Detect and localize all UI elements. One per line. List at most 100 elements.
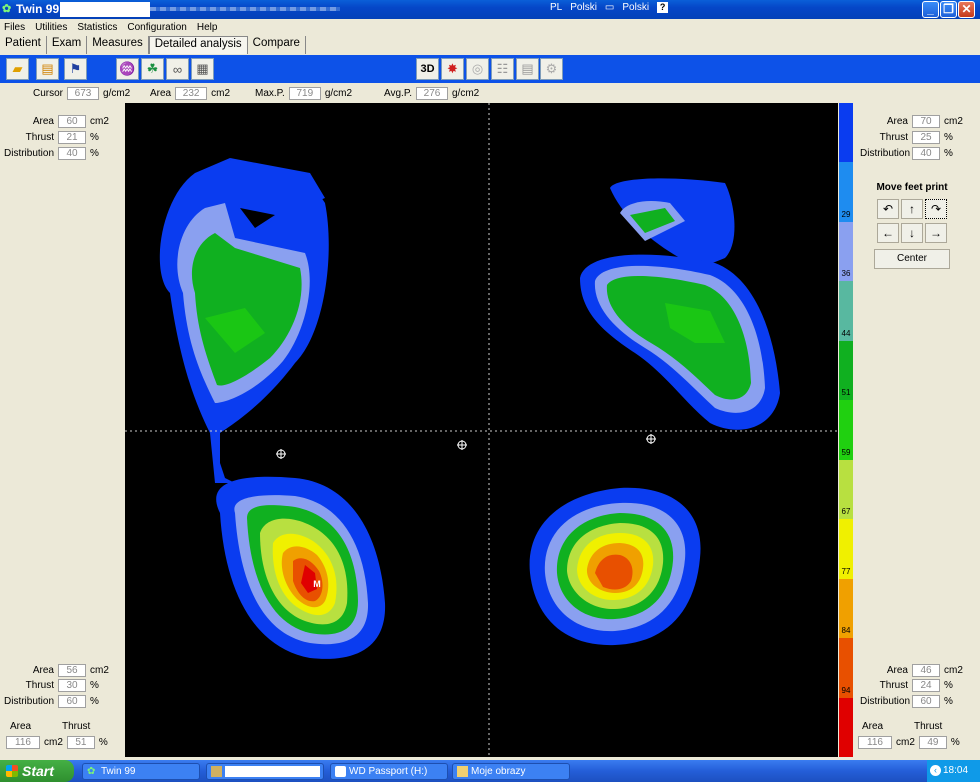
tray-expand-icon[interactable]: ‹ [930,765,941,776]
open-folder-button[interactable]: ▰ [6,58,29,80]
lr-area-unit: cm2 [90,665,109,676]
scale-segment [839,638,853,698]
rt-thrust-unit: % [950,737,960,748]
flag-button[interactable]: ⚑ [64,58,87,80]
print-button[interactable]: ▤ [36,58,59,80]
menu-statistics[interactable]: Statistics [77,21,118,33]
scale-label: 77 [841,566,851,576]
feet-view-4-button[interactable]: ▦ [191,58,214,80]
start-button[interactable]: Start [0,760,74,782]
table-button[interactable]: ☷ [491,58,514,80]
help-icon[interactable]: ? [657,2,669,13]
rf-thrust-label: Thrust [879,132,908,143]
lr-area-label: Area [32,665,54,676]
palette-icon: ✸ [447,61,458,76]
lf-dist-value: 40 [58,147,86,160]
right-heel-region [529,487,701,646]
lf-dist-unit: % [90,148,99,159]
area-readout: Area 232 cm2 [150,87,230,100]
scale-label: 29 [841,209,851,219]
scale-segment [839,459,853,520]
pressure-map[interactable]: M [125,103,838,757]
rt-thrust-value: 49 [918,736,947,749]
task-redacted[interactable] [206,763,324,780]
gear-icon: ⚙ [545,61,558,76]
lr-thrust-row: Thrust 30% [4,679,124,692]
rotate-left-button[interactable]: ↶ [877,199,899,219]
color-map-button[interactable]: ✸ [441,58,464,80]
rf-area-label: Area [886,116,908,127]
scale-label: 84 [841,626,851,636]
maxp-label: Max.P. [255,88,285,99]
title-bar: ✿ Twin 99 PL Polski ▭ Polski ? _ ❐ ✕ [0,0,980,19]
move-right-button[interactable]: → [925,223,947,243]
twin99-icon: ✿ [87,766,96,777]
lang-code[interactable]: PL [550,2,563,13]
rt-values-row: 116 cm2 49 % [858,736,960,749]
rr-dist-label: Distribution [860,696,911,707]
menu-configuration[interactable]: Configuration [127,21,187,33]
area-value: 232 [175,87,208,100]
close-button[interactable]: ✕ [958,1,975,18]
menu-help[interactable]: Help [196,21,218,33]
settings-button[interactable]: ⚙ [540,58,563,80]
menu-utilities[interactable]: Utilities [35,21,68,33]
lf-area-row: Area 60 cm2 [4,115,124,128]
rf-thrust-row: Thrust 25% [860,131,978,144]
rf-area-unit: cm2 [944,116,963,127]
feet-view-2-button[interactable]: ☘ [141,58,164,80]
tab-measures[interactable]: Measures [87,36,149,54]
scale-segment [839,400,853,460]
move-left-button[interactable]: ← [877,223,899,243]
window-title: Twin 99 [16,2,60,16]
task-wd-passport[interactable]: WD Passport (H:) [330,763,448,780]
lang-name[interactable]: Polski [570,2,597,13]
feet-view-3-button[interactable]: ∞ [166,58,189,80]
move-up-button[interactable]: ↑ [901,199,923,219]
lf-dist-label: Distribution [4,148,55,159]
rotate-right-button[interactable]: ↷ [925,199,947,219]
lr-dist-value: 60 [58,695,86,708]
maxp-readout: Max.P. 719 g/cm2 [255,87,352,100]
table-icon: ☷ [496,61,509,76]
task-moje-obrazy[interactable]: Moje obrazy [452,763,570,780]
3d-view-button[interactable]: 3D [416,58,439,80]
menu-files[interactable]: Files [4,21,26,33]
tab-patient[interactable]: Patient [0,36,47,54]
scale-label: 59 [841,447,851,457]
cursor-readout: Cursor 673 g/cm2 [33,87,130,100]
lf-dist-row: Distribution 40% [4,147,124,160]
feet-grid-icon: ▦ [196,61,209,76]
lr-area-row: Area 56 cm2 [4,664,124,677]
target-button[interactable]: ◎ [466,58,489,80]
tab-compare[interactable]: Compare [248,36,306,54]
lf-thrust-value: 21 [58,131,86,144]
language-bar[interactable]: PL Polski ▭ Polski ? [550,2,669,13]
grid-icon: ▤ [521,61,534,76]
restore-button[interactable]: ❐ [940,1,957,18]
cursor-label: Cursor [33,88,64,99]
feet-color-icon: ☘ [146,61,159,76]
keyboard-icon: ▭ [604,2,615,13]
scale-label: 67 [841,507,851,517]
scale-segment [839,578,853,639]
lt-area-unit: cm2 [44,737,63,748]
task-twin99[interactable]: ✿ Twin 99 [82,763,200,780]
lr-thrust-unit: % [90,680,99,691]
rt-area-value: 116 [858,736,892,749]
minimize-button[interactable]: _ [922,1,939,18]
grid-button[interactable]: ▤ [516,58,539,80]
center-button[interactable]: Center [874,249,950,269]
lr-thrust-value: 30 [58,679,86,692]
move-down-button[interactable]: ↓ [901,223,923,243]
toolbar: ▰ ▤ ⚑ ♒ ☘ ∞ ▦ 3D ✸ ◎ ☷ ▤ ⚙ M C [0,55,980,135]
rr-dist-value: 60 [912,695,940,708]
tab-exam[interactable]: Exam [47,36,88,54]
feet-view-1-button[interactable]: ♒ [116,58,139,80]
tab-detailed-analysis[interactable]: Detailed analysis [148,36,248,54]
max-pressure-marker: M [313,579,321,589]
lr-area-value: 56 [58,664,86,677]
redacted-title-text [150,7,340,11]
feet-outline-icon: ∞ [172,61,183,77]
keyboard-name[interactable]: Polski [622,2,650,13]
